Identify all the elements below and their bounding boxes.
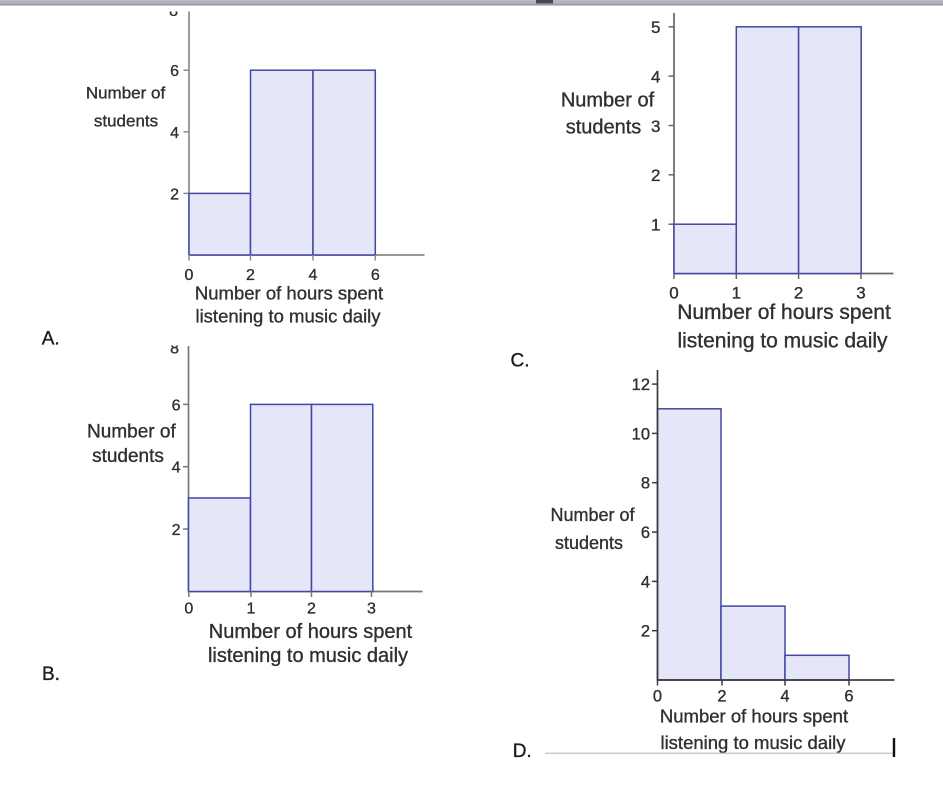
svg-text:Number of: Number of bbox=[87, 422, 176, 443]
svg-text:Number of hours spent: Number of hours spent bbox=[677, 301, 891, 324]
svg-text:C.: C. bbox=[511, 351, 530, 372]
svg-text:Number of hours spent: Number of hours spent bbox=[209, 621, 413, 643]
svg-text:0: 0 bbox=[184, 601, 193, 618]
svg-text:Number of: Number of bbox=[561, 90, 655, 112]
svg-text:3: 3 bbox=[367, 601, 376, 618]
svg-text:Number of: Number of bbox=[86, 84, 166, 103]
svg-text:0: 0 bbox=[669, 284, 678, 303]
svg-text:Number of: Number of bbox=[550, 505, 635, 525]
svg-text:listening to music daily: listening to music daily bbox=[677, 330, 888, 353]
svg-text:6: 6 bbox=[170, 63, 179, 80]
svg-text:6: 6 bbox=[172, 397, 181, 414]
svg-text:2: 2 bbox=[641, 623, 650, 641]
svg-text:8: 8 bbox=[170, 341, 179, 358]
svg-text:10: 10 bbox=[632, 425, 650, 443]
svg-text:2: 2 bbox=[717, 688, 726, 706]
svg-text:4: 4 bbox=[170, 125, 179, 142]
svg-text:2: 2 bbox=[172, 522, 181, 539]
svg-text:3: 3 bbox=[856, 284, 865, 303]
svg-text:8: 8 bbox=[169, 3, 178, 20]
svg-text:6: 6 bbox=[844, 688, 853, 706]
svg-text:6: 6 bbox=[641, 524, 650, 542]
svg-text:1: 1 bbox=[732, 284, 741, 303]
svg-text:D.: D. bbox=[513, 741, 532, 762]
svg-text:1: 1 bbox=[651, 216, 660, 235]
svg-text:3: 3 bbox=[651, 117, 660, 136]
svg-text:5: 5 bbox=[651, 18, 660, 37]
svg-text:4: 4 bbox=[651, 67, 660, 86]
svg-text:2: 2 bbox=[246, 267, 255, 284]
svg-text:4: 4 bbox=[309, 267, 318, 284]
svg-text:2: 2 bbox=[651, 166, 660, 185]
svg-text:Number of hours spent: Number of hours spent bbox=[660, 706, 848, 727]
svg-text:8: 8 bbox=[641, 475, 650, 493]
svg-text:12: 12 bbox=[632, 376, 650, 394]
svg-text:listening to music daily: listening to music daily bbox=[208, 645, 408, 667]
svg-text:listening to music daily: listening to music daily bbox=[660, 732, 846, 753]
svg-text:B.: B. bbox=[42, 664, 60, 685]
svg-text:2: 2 bbox=[307, 601, 316, 618]
svg-text:students: students bbox=[92, 446, 164, 467]
svg-text:students: students bbox=[555, 533, 623, 553]
svg-text:4: 4 bbox=[641, 573, 650, 591]
svg-text:students: students bbox=[566, 117, 642, 139]
svg-text:Number of hours spent: Number of hours spent bbox=[195, 283, 383, 304]
svg-text:1: 1 bbox=[247, 601, 256, 618]
svg-text:0: 0 bbox=[653, 688, 662, 706]
svg-text:0: 0 bbox=[185, 267, 194, 284]
svg-text:2: 2 bbox=[170, 186, 179, 203]
svg-text:A.: A. bbox=[42, 329, 60, 350]
svg-text:4: 4 bbox=[780, 688, 789, 706]
svg-text:students: students bbox=[94, 112, 158, 131]
svg-text:6: 6 bbox=[371, 267, 380, 284]
svg-text:2: 2 bbox=[794, 284, 803, 303]
svg-text:4: 4 bbox=[172, 460, 181, 477]
svg-text:listening to music daily: listening to music daily bbox=[195, 306, 381, 327]
